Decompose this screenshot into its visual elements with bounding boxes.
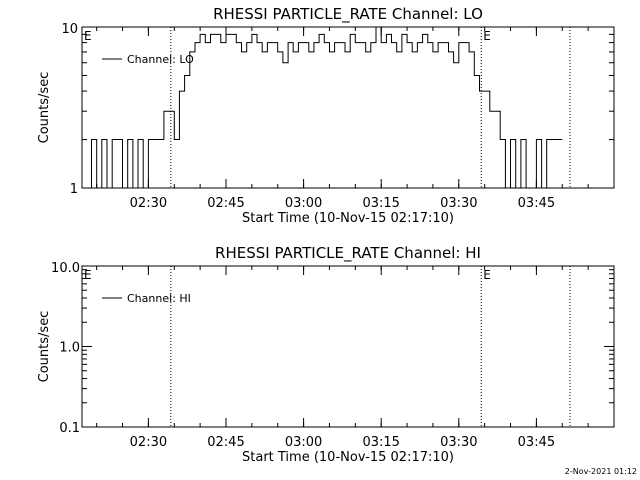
plot-frame [81, 26, 615, 189]
marker-label-e: E [84, 268, 92, 282]
x-tick-label: 03:00 [285, 196, 322, 211]
x-tick-label: 02:30 [130, 196, 167, 211]
marker-label-e: E [483, 29, 491, 43]
x-tick-label: 02:45 [207, 196, 244, 211]
y-axis-label: Counts/sec [37, 72, 52, 144]
footer-timestamp: 2-Nov-2021 01:12 [565, 467, 637, 476]
legend-label: Channel: LO [127, 53, 194, 66]
chart-title: RHESSI PARTICLE_RATE Channel: HI [215, 244, 481, 263]
x-tick-label: 03:15 [362, 196, 399, 211]
plot-frame [81, 265, 615, 428]
y-tick-label: 10.0 [51, 261, 80, 276]
panel-lo: RHESSI PARTICLE_RATE Channel: LO 1 10 02:30… [37, 5, 615, 226]
x-tick-label: 03:45 [518, 196, 555, 211]
y-tick-label: 1 [70, 182, 78, 197]
legend-label: Channel: HI [127, 292, 191, 305]
chart-title: RHESSI PARTICLE_RATE Channel: LO [213, 5, 483, 24]
x-tick-label: 03:45 [518, 435, 555, 450]
x-axis-label: Start Time (10-Nov-15 02:17:10) [242, 450, 454, 465]
y-tick-label: 1.0 [59, 341, 80, 356]
y-axis-label: Counts/sec [37, 311, 52, 383]
marker-label-e: E [483, 268, 491, 282]
x-tick-label: 03:15 [362, 435, 399, 450]
series-line [86, 26, 563, 189]
y-tick-label: 10 [61, 22, 78, 37]
x-axis-label: Start Time (10-Nov-15 02:17:10) [242, 211, 454, 226]
x-tick-label: 02:30 [130, 435, 167, 450]
marker-label-e: E [84, 29, 92, 43]
x-tick-label: 02:45 [207, 435, 244, 450]
panel-hi: RHESSI PARTICLE_RATE Channel: HI 0.1 1.0 10… [37, 244, 615, 465]
y-tick-label: 0.1 [59, 421, 80, 436]
x-tick-label: 03:30 [440, 196, 477, 211]
x-tick-label: 03:00 [285, 435, 322, 450]
x-tick-label: 03:30 [440, 435, 477, 450]
